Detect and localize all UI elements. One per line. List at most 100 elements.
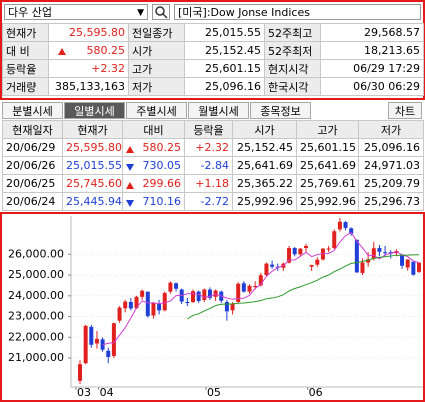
cell-text: +1.18 bbox=[195, 177, 229, 190]
candle-body bbox=[191, 291, 195, 302]
candle-body bbox=[326, 248, 331, 250]
cell-text: 580.25 bbox=[142, 141, 182, 154]
quote-label: 등락율 bbox=[2, 59, 49, 78]
search-icon bbox=[155, 6, 168, 19]
candle-body bbox=[111, 323, 116, 356]
quote-value: 385,133,163 bbox=[48, 77, 129, 96]
quote-value: 25,601.15 bbox=[184, 59, 265, 78]
quote-label-text: 52주최고 bbox=[268, 26, 313, 40]
quote-label: 52주최고 bbox=[264, 23, 321, 42]
cell-text: 25,601.15 bbox=[300, 141, 356, 154]
candle-body bbox=[383, 252, 388, 254]
candle-body bbox=[360, 262, 365, 273]
quote-label: 저가 bbox=[128, 77, 185, 96]
daily-cell: 20/06/24 bbox=[2, 192, 63, 211]
daily-cell: 25,601.15 bbox=[296, 138, 359, 157]
candle-body bbox=[94, 338, 99, 344]
cell-text: 25,296.73 bbox=[364, 195, 420, 208]
candle-body bbox=[157, 304, 162, 311]
daily-cell: 20/06/26 bbox=[2, 156, 63, 175]
down-arrow bbox=[126, 164, 134, 171]
column-header: 고가 bbox=[296, 120, 359, 139]
candle-body bbox=[168, 282, 173, 292]
candle-body bbox=[207, 289, 212, 298]
candle-body bbox=[366, 259, 371, 263]
market-name: 다우 산업 bbox=[8, 6, 52, 19]
quote-table: 현재가 25,595.80 전일종가 25,015.55 52주최고 29,568.57 대… bbox=[2, 23, 424, 96]
candle-body bbox=[253, 286, 258, 288]
quote-label-text: 거래량 bbox=[6, 80, 37, 94]
candle-body bbox=[241, 283, 246, 292]
quote-value: 25,015.55 bbox=[184, 23, 265, 42]
quote-label: 현재가 bbox=[2, 23, 49, 42]
tab[interactable]: 월별시세 bbox=[188, 102, 249, 119]
candle-body bbox=[145, 291, 150, 317]
candle-body bbox=[292, 248, 297, 255]
cell-text: 299.66 bbox=[142, 177, 182, 190]
up-arrow bbox=[126, 182, 134, 189]
quote-label: 현지시각 bbox=[264, 59, 321, 78]
candle-body bbox=[417, 262, 421, 272]
quote-label-text: 시가 bbox=[132, 44, 153, 58]
quote-value: 06/29 17:29 bbox=[320, 59, 424, 78]
quote-label-text: 저가 bbox=[132, 80, 153, 94]
quote-row: 대 비 580.25 시가 25,152.45 52주최저 18,213.65 bbox=[2, 41, 424, 60]
candle-body bbox=[258, 275, 263, 286]
candle-body bbox=[106, 350, 111, 357]
candle-body bbox=[151, 303, 156, 316]
candle-body bbox=[196, 291, 201, 301]
cell-text: 20/06/24 bbox=[6, 195, 56, 208]
column-header: 현재일자 bbox=[2, 120, 63, 139]
chart-panel bbox=[0, 212, 425, 402]
quote-value: 25,152.45 bbox=[184, 41, 265, 60]
quote-label-text: 52주최저 bbox=[268, 44, 313, 58]
daily-cell: 25,296.73 bbox=[358, 192, 424, 211]
cell-text: 25,152.45 bbox=[237, 141, 293, 154]
candle-body bbox=[371, 248, 376, 259]
search-button[interactable] bbox=[152, 4, 170, 20]
tab[interactable]: 분별시세 bbox=[2, 102, 63, 119]
cell-text: 20/06/29 bbox=[6, 141, 56, 154]
cell-text: 25,641.69 bbox=[300, 159, 356, 172]
daily-cell: 710.16 bbox=[122, 192, 185, 211]
candle-chart: 21,000.00 22,000.00 23,000.00 24,000.00 25,0… bbox=[8, 216, 423, 399]
cell-text: 25,015.55 bbox=[66, 159, 122, 172]
market-select[interactable]: 다우 산업 ▼ bbox=[4, 4, 148, 20]
tab[interactable]: 종목정보 bbox=[250, 102, 311, 119]
quote-value-text: 580.25 bbox=[86, 44, 126, 57]
daily-cell: 25,015.55 bbox=[62, 156, 123, 175]
cell-text: 25,745.60 bbox=[66, 177, 122, 190]
candle-body bbox=[128, 302, 133, 309]
tab[interactable]: 주별시세 bbox=[126, 102, 187, 119]
quote-value: 18,213.65 bbox=[320, 41, 424, 60]
cell-text: 710.16 bbox=[142, 195, 182, 208]
cell-text: 25,445.94 bbox=[66, 195, 122, 208]
candle-body bbox=[140, 290, 145, 297]
column-header: 등락율 bbox=[184, 120, 233, 139]
candle-body bbox=[134, 296, 139, 309]
column-header: 현재가 bbox=[62, 120, 123, 139]
candle-body bbox=[230, 303, 235, 311]
symbol-field[interactable]: [미국]:Dow Jonse Indices bbox=[174, 4, 421, 20]
down-arrow bbox=[126, 200, 134, 207]
cell-text: 25,365.22 bbox=[237, 177, 293, 190]
quote-value: +2.32 bbox=[48, 59, 129, 78]
cell-text: -2.72 bbox=[200, 195, 229, 208]
quote-value: 25,096.16 bbox=[184, 77, 265, 96]
cell-text: 730.05 bbox=[142, 159, 182, 172]
daily-cell: 730.05 bbox=[122, 156, 185, 175]
cell-text: 25,641.69 bbox=[237, 159, 293, 172]
quote-label-text: 현재가 bbox=[6, 26, 37, 40]
candle-body bbox=[343, 222, 348, 228]
daily-row: 20/06/24 25,445.94 710.16 -2.72 25,992.96 25,… bbox=[2, 192, 424, 211]
cell-text: 20/06/25 bbox=[6, 177, 56, 190]
tab[interactable]: 일별시세 bbox=[64, 102, 125, 119]
candle-body bbox=[377, 248, 382, 252]
daily-cell: 25,641.69 bbox=[296, 156, 359, 175]
chart-button[interactable]: 차트 bbox=[388, 102, 422, 119]
candle-body bbox=[405, 259, 410, 268]
candle-body bbox=[354, 239, 359, 273]
quote-label-text: 등락율 bbox=[6, 62, 37, 76]
candle-body bbox=[298, 248, 303, 255]
